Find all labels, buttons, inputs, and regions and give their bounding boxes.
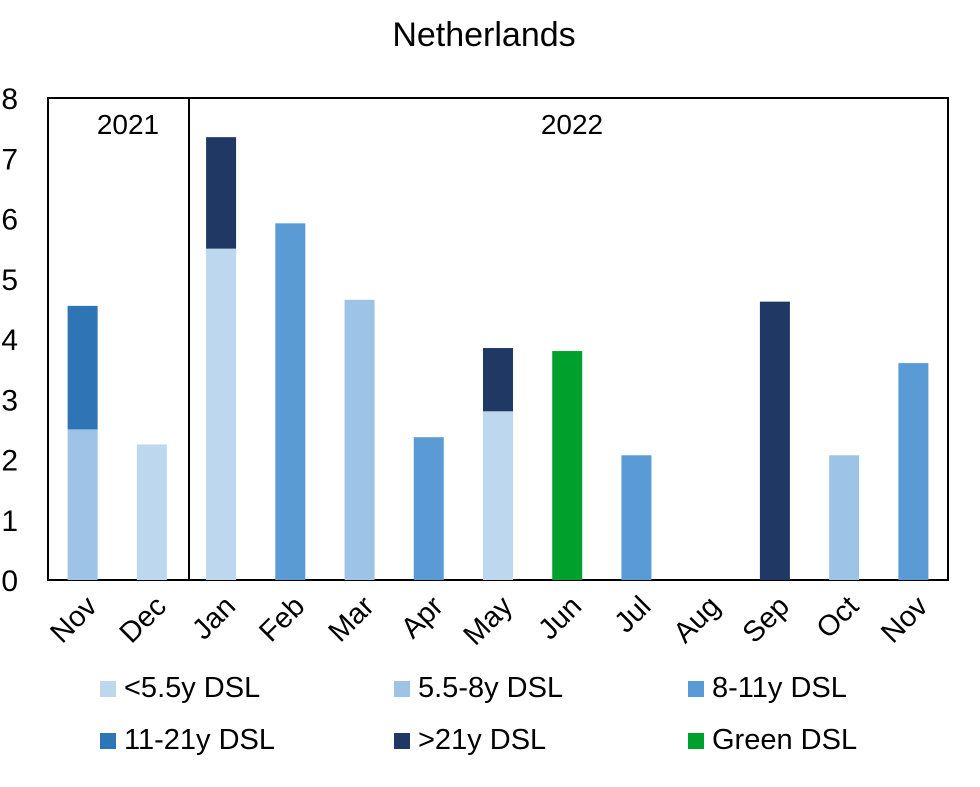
bar-segment [829, 455, 860, 580]
legend-item-5-5-8y: 5.5-8y DSL [394, 672, 563, 705]
bar-segment [483, 411, 513, 580]
x-tick-label: Feb [253, 590, 311, 648]
legend-label: Green DSL [712, 724, 858, 756]
bars [67, 137, 929, 580]
y-tick-label: 6 [1, 204, 18, 237]
legend-item-green: Green DSL [688, 724, 857, 757]
y-tick-label: 0 [1, 565, 18, 598]
bar-segment [206, 248, 237, 580]
y-tick-label: 5 [1, 264, 18, 297]
y-tick-label: 3 [1, 384, 18, 417]
x-axis-labels: Nov Dec Jan Feb Mar Apr May Jun Jul Aug Sep Oct Nov [44, 590, 934, 652]
legend-label: <5.5y DSL [124, 672, 261, 704]
bar-segment [275, 223, 306, 580]
legend-label: 5.5-8y DSL [418, 672, 564, 704]
legend-swatch [394, 680, 410, 697]
x-tick-label: Aug [668, 590, 727, 649]
bar-segment [759, 301, 790, 580]
legend: <5.5y DSL 5.5-8y DSL 8-11y DSL 11-21y DS… [100, 672, 960, 772]
x-tick-label: Mar [323, 590, 381, 648]
y-tick-label: 4 [1, 324, 18, 357]
legend-item-8-11y: 8-11y DSL [688, 672, 847, 705]
x-tick-label: Oct [811, 590, 866, 645]
bar-segment [206, 137, 237, 249]
year-label-2022: 2022 [541, 109, 603, 140]
legend-item-gt21y: >21y DSL [394, 724, 546, 757]
bar-segment [552, 351, 583, 580]
legend-item-lt5-5y: <5.5y DSL [100, 672, 260, 705]
x-tick-label: Dec [114, 590, 173, 649]
x-tick-label: Apr [395, 590, 450, 645]
bar-segment [67, 305, 98, 430]
x-tick-label: Sep [737, 590, 796, 649]
y-tick-label: 2 [1, 445, 18, 478]
legend-swatch [688, 732, 704, 749]
x-tick-label: Jun [532, 590, 588, 646]
y-axis-ticks: 0 1 2 3 4 5 6 7 8 [1, 83, 18, 598]
year-label-2021: 2021 [97, 109, 159, 140]
y-tick-label: 1 [1, 505, 18, 538]
x-tick-label: Nov [875, 590, 934, 649]
legend-swatch [394, 732, 410, 749]
legend-label: 8-11y DSL [712, 672, 847, 704]
legend-label: 11-21y DSL [124, 724, 275, 756]
x-tick-label: May [458, 590, 520, 652]
legend-item-11-21y: 11-21y DSL [100, 724, 275, 757]
legend-swatch [100, 680, 116, 697]
bar-segment [67, 429, 98, 580]
legend-swatch [688, 680, 704, 697]
legend-label: >21y DSL [418, 724, 547, 756]
chart-title: Netherlands [392, 16, 575, 54]
x-tick-label: Nov [44, 590, 103, 649]
x-tick-label: Jul [609, 590, 658, 639]
bar-segment [621, 455, 652, 580]
bar-segment [413, 437, 444, 580]
y-tick-label: 7 [1, 143, 18, 176]
bar-segment [898, 363, 929, 580]
bar-segment [483, 348, 513, 412]
bar-segment [344, 299, 375, 580]
legend-swatch [100, 732, 116, 749]
x-tick-label: Jan [186, 590, 242, 646]
y-tick-label: 8 [1, 83, 18, 116]
bar-segment [136, 444, 167, 580]
